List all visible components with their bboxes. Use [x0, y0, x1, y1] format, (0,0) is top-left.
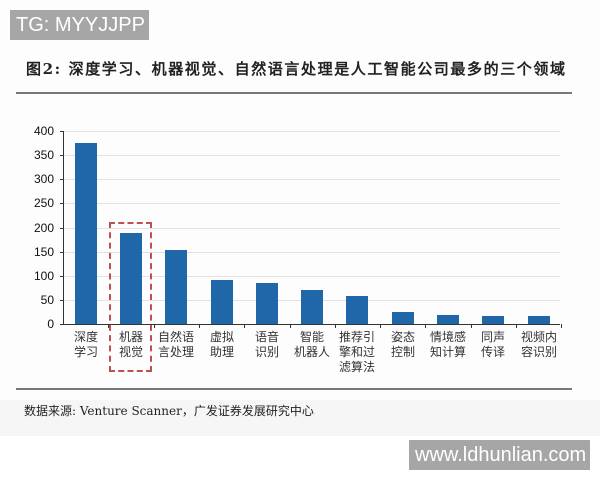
- y-tick-mark: [60, 131, 63, 132]
- y-tick-label: 300: [33, 172, 54, 186]
- x-category-label: 同声 传译: [470, 330, 516, 360]
- bar: [165, 250, 187, 324]
- x-category-label-line: 语音: [254, 330, 279, 344]
- x-tick-mark: [154, 324, 155, 328]
- bar-chart: 0 50 100 150 200 250 300 350 400 深度 学习 机器 视觉 自然语 言处理虚…: [33, 124, 562, 375]
- y-tick-mark: [60, 179, 63, 180]
- gridline: [63, 131, 560, 132]
- x-category-label: 姿态 控制: [380, 330, 426, 360]
- x-axis-line: [60, 324, 560, 325]
- x-category-label: 机器 视觉: [108, 330, 154, 360]
- x-category-label: 推荐引 擎和过 滤算法: [334, 330, 380, 375]
- x-tick-mark: [561, 324, 562, 328]
- gridline: [63, 228, 560, 229]
- watermark-bottom: www.ldhunlian.com: [409, 440, 590, 470]
- gridline: [63, 276, 560, 277]
- x-category-label-line: 识别: [254, 345, 279, 359]
- bar: [346, 296, 368, 324]
- highlight-box-machine-vision: [109, 222, 152, 372]
- x-tick-mark: [244, 324, 245, 328]
- x-tick-mark: [290, 324, 291, 328]
- y-tick-label: 200: [33, 221, 54, 235]
- x-category-label-line: 传译: [480, 345, 505, 359]
- gridline: [63, 155, 560, 156]
- x-tick-mark: [471, 324, 472, 328]
- x-category-label-line: 推荐引: [338, 330, 375, 344]
- x-category-label-line: 智能: [299, 330, 324, 344]
- figure-title: 图2: 深度学习、机器视觉、自然语言处理是人工智能公司最多的三个领域: [26, 60, 567, 78]
- source-divider: [16, 388, 572, 390]
- x-category-label: 自然语 言处理: [153, 330, 199, 360]
- x-category-label: 虚拟 助理: [199, 330, 245, 360]
- x-category-label-line: 同声: [480, 330, 505, 344]
- x-category-label: 智能 机器人: [289, 330, 335, 360]
- bar: [437, 315, 459, 324]
- x-category-label-line: 机器人: [293, 345, 330, 359]
- bar: [528, 316, 550, 324]
- y-tick-mark: [60, 155, 63, 156]
- x-category-label-line: 视觉: [118, 345, 143, 359]
- x-category-label: 情境感 知计算: [425, 330, 471, 360]
- x-tick-mark: [199, 324, 200, 328]
- x-tick-mark: [380, 324, 381, 328]
- gridline: [63, 252, 560, 253]
- x-category-label-line: 言处理: [157, 345, 194, 359]
- x-category-label-line: 情境感: [429, 330, 466, 344]
- x-category-label-line: 姿态: [390, 330, 415, 344]
- x-category-label-line: 助理: [209, 345, 234, 359]
- x-category-label-line: 机器: [118, 330, 143, 344]
- x-category-label-line: 滤算法: [338, 360, 375, 374]
- x-tick-mark: [335, 324, 336, 328]
- x-category-label-line: 深度: [73, 330, 98, 344]
- y-tick-label: 0: [47, 317, 54, 331]
- y-tick-mark: [60, 203, 63, 204]
- y-tick-mark: [60, 228, 63, 229]
- x-tick-mark: [108, 324, 109, 328]
- y-tick-label: 50: [40, 293, 54, 307]
- y-tick-label: 100: [33, 269, 54, 283]
- x-category-label-line: 视频内: [520, 330, 557, 344]
- watermark-top: TG: MYYJJPP: [10, 10, 149, 40]
- x-category-label: 语音 识别: [244, 330, 290, 360]
- bar: [392, 312, 414, 324]
- x-category-label-line: 擎和过: [338, 345, 375, 359]
- x-category-label-line: 学习: [73, 345, 98, 359]
- y-tick-label: 350: [33, 148, 54, 162]
- x-category-label: 视频内 容识别: [516, 330, 562, 360]
- bar: [256, 283, 278, 324]
- gridline: [63, 179, 560, 180]
- document-page: [0, 0, 600, 436]
- x-category-label-line: 虚拟: [209, 330, 234, 344]
- bar: [75, 143, 97, 324]
- document-footer-band: [0, 400, 600, 436]
- title-divider: [16, 92, 572, 94]
- y-tick-label: 250: [33, 196, 54, 210]
- y-tick-mark: [60, 300, 63, 301]
- bar: [482, 316, 504, 324]
- y-tick-mark: [60, 252, 63, 253]
- bar: [120, 233, 142, 324]
- data-source-note: 数据来源: Venture Scanner，广发证券发展研究中心: [24, 404, 314, 418]
- y-tick-label: 150: [33, 245, 54, 259]
- bar: [301, 290, 323, 324]
- x-category-label-line: 容识别: [520, 345, 557, 359]
- y-tick-mark: [60, 276, 63, 277]
- x-category-label-line: 自然语: [157, 330, 194, 344]
- gridline: [63, 203, 560, 204]
- x-tick-mark: [425, 324, 426, 328]
- y-axis-line: [63, 131, 64, 325]
- x-tick-mark: [516, 324, 517, 328]
- x-category-label-line: 控制: [390, 345, 415, 359]
- x-category-label-line: 知计算: [429, 345, 466, 359]
- x-category-label: 深度 学习: [63, 330, 109, 360]
- y-tick-label: 400: [33, 124, 54, 138]
- bar: [211, 280, 233, 324]
